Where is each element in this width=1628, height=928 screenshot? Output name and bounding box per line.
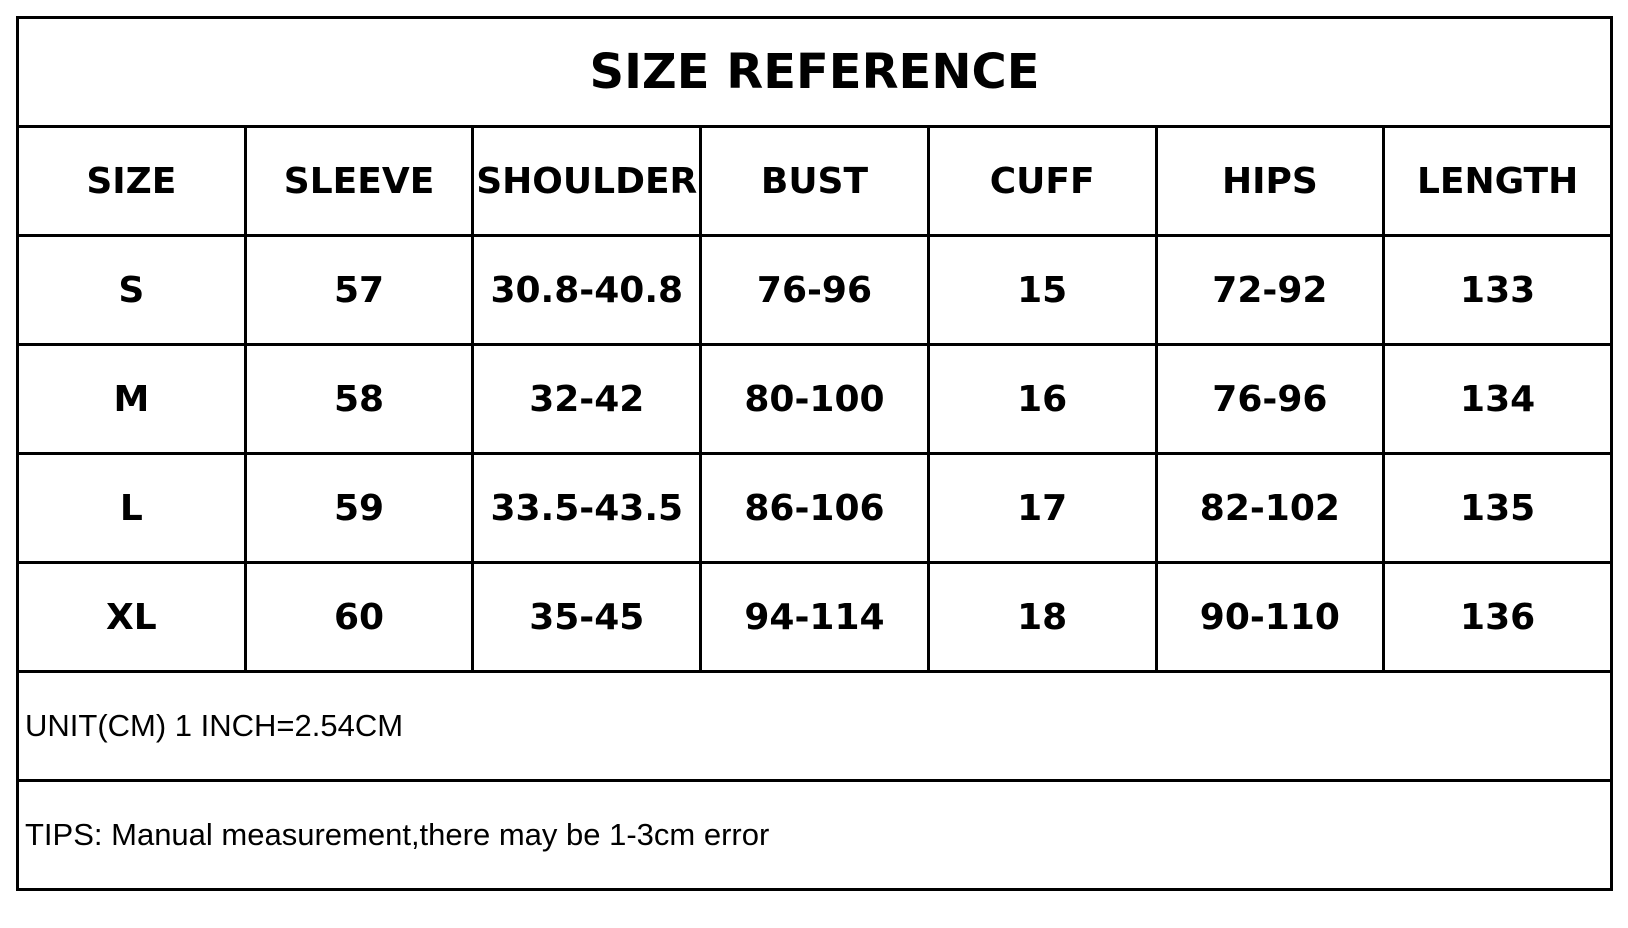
column-header-sleeve: SLEEVE	[243, 125, 475, 237]
column-header-size: SIZE	[16, 125, 247, 237]
cell-length: 136	[1382, 561, 1613, 673]
cell-hips: 82-102	[1154, 452, 1386, 564]
column-header-cuff: CUFF	[926, 125, 1158, 237]
cell-cuff: 16	[926, 343, 1158, 455]
cell-cuff: 17	[926, 452, 1158, 564]
cell-size: S	[16, 234, 247, 346]
table-row: XL 60 35-45 94-114 18 90-110 136	[16, 561, 1613, 673]
cell-bust: 76-96	[699, 234, 930, 346]
cell-cuff: 18	[926, 561, 1158, 673]
table-row: S 57 30.8-40.8 76-96 15 72-92 133	[16, 234, 1613, 346]
cell-sleeve: 60	[243, 561, 475, 673]
header-row: SIZE SLEEVE SHOULDER BUST CUFF HIPS LENGTH	[16, 125, 1613, 237]
cell-sleeve: 59	[243, 452, 475, 564]
column-header-length: LENGTH	[1382, 125, 1613, 237]
tips-note: TIPS: Manual measurement,there may be 1-…	[16, 779, 1613, 891]
cell-shoulder: 30.8-40.8	[471, 234, 703, 346]
column-header-shoulder: SHOULDER	[471, 125, 703, 237]
cell-hips: 72-92	[1154, 234, 1386, 346]
cell-shoulder: 33.5-43.5	[471, 452, 703, 564]
cell-sleeve: 58	[243, 343, 475, 455]
cell-shoulder: 32-42	[471, 343, 703, 455]
title-row: SIZE REFERENCE	[16, 16, 1613, 128]
size-reference-table: SIZE REFERENCE SIZE SLEEVE SHOULDER BUST CUF…	[16, 16, 1613, 891]
cell-hips: 76-96	[1154, 343, 1386, 455]
column-header-hips: HIPS	[1154, 125, 1386, 237]
cell-size: M	[16, 343, 247, 455]
cell-length: 134	[1382, 343, 1613, 455]
cell-bust: 94-114	[699, 561, 930, 673]
column-header-bust: BUST	[699, 125, 930, 237]
tips-row: TIPS: Manual measurement,there may be 1-…	[16, 779, 1613, 891]
cell-bust: 86-106	[699, 452, 930, 564]
unit-note: UNIT(CM) 1 INCH=2.54CM	[16, 670, 1613, 782]
cell-sleeve: 57	[243, 234, 475, 346]
cell-size: L	[16, 452, 247, 564]
cell-shoulder: 35-45	[471, 561, 703, 673]
cell-length: 135	[1382, 452, 1613, 564]
table-row: L 59 33.5-43.5 86-106 17 82-102 135	[16, 452, 1613, 564]
cell-cuff: 15	[926, 234, 1158, 346]
unit-row: UNIT(CM) 1 INCH=2.54CM	[16, 670, 1613, 782]
table-row: M 58 32-42 80-100 16 76-96 134	[16, 343, 1613, 455]
cell-bust: 80-100	[699, 343, 930, 455]
table-title: SIZE REFERENCE	[16, 16, 1613, 128]
cell-length: 133	[1382, 234, 1613, 346]
cell-hips: 90-110	[1154, 561, 1386, 673]
cell-size: XL	[16, 561, 247, 673]
